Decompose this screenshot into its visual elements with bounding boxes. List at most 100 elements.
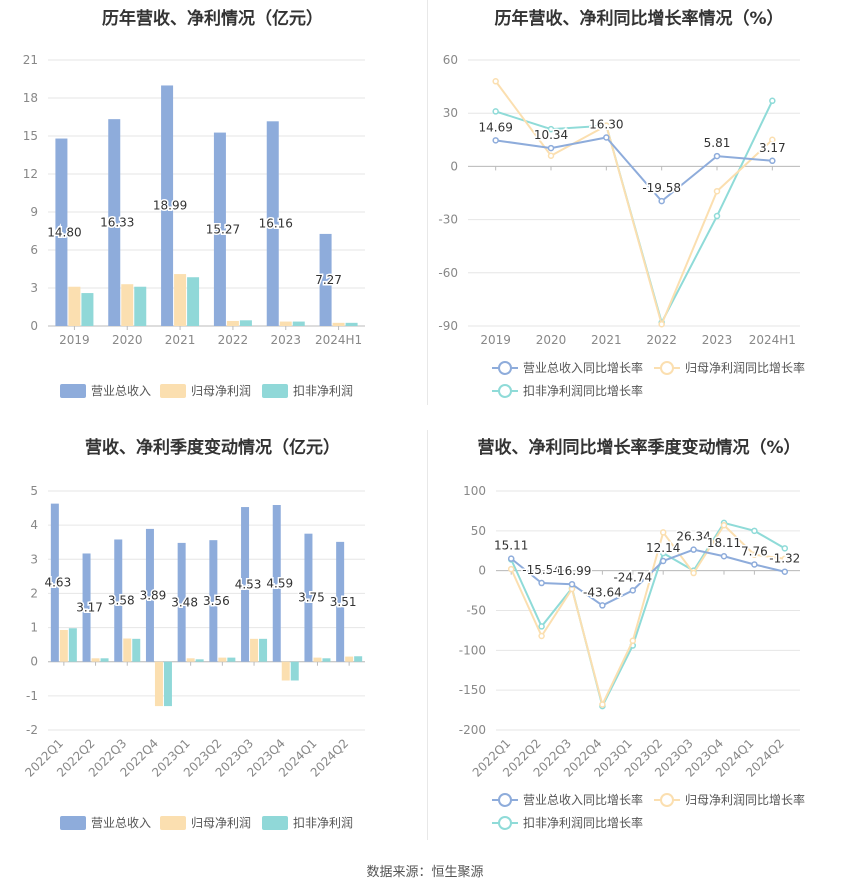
series-point-1 xyxy=(751,551,758,558)
bar-deducted-profit xyxy=(132,638,141,662)
legend-swatch xyxy=(262,384,288,398)
bar-net-profit xyxy=(174,274,187,326)
revenue-data-label: 4.53 xyxy=(235,577,262,591)
revenue-growth-data-label: -19.58 xyxy=(642,181,681,195)
legend-marker xyxy=(498,816,512,830)
bar-deducted-profit xyxy=(68,628,77,662)
bar-revenue xyxy=(145,528,154,662)
legend-marker xyxy=(498,361,512,375)
y-tick-label: 5 xyxy=(30,484,38,498)
data-source-footer: 数据来源：恒生聚源 xyxy=(366,865,484,880)
series-point-0 xyxy=(781,568,789,575)
y-tick-label: 0 xyxy=(478,564,486,578)
bar-deducted-profit xyxy=(227,657,236,662)
panel-divider-top xyxy=(427,0,428,405)
revenue-data-label: 3.75 xyxy=(298,591,325,605)
revenue-data-label: 16.33 xyxy=(100,216,134,230)
series-point-1 xyxy=(599,701,606,708)
y-tick-label: 21 xyxy=(23,53,38,67)
bar-deducted-profit xyxy=(292,321,305,326)
legend-label: 归母净利润 xyxy=(191,816,251,830)
revenue-growth-data-label: 3.17 xyxy=(759,141,786,155)
quarterly-growth-chart: -200-150-100-500501002022Q12022Q22022Q32… xyxy=(459,484,805,830)
series-point-1 xyxy=(492,78,499,85)
y-tick-label: 3 xyxy=(30,281,38,295)
bar-deducted-profit xyxy=(187,277,200,326)
bar-revenue xyxy=(319,233,332,326)
revenue-growth-data-label: -43.64 xyxy=(583,585,622,599)
bar-revenue xyxy=(266,121,279,326)
bar-deducted-profit xyxy=(354,656,363,662)
annual-amounts-title: 历年营收、净利情况（亿元） xyxy=(102,9,323,29)
bar-revenue xyxy=(304,533,313,662)
series-point-0 xyxy=(659,557,667,565)
revenue-data-label: 18.99 xyxy=(153,199,187,213)
legend-marker xyxy=(660,793,674,807)
series-point-0 xyxy=(568,580,576,588)
series-point-2 xyxy=(659,549,667,557)
series-point-1 xyxy=(781,555,789,562)
bar-net-profit xyxy=(313,657,322,662)
legend-marker xyxy=(498,384,512,398)
x-tick-label: 2023 xyxy=(270,333,301,347)
bar-net-profit xyxy=(345,656,354,662)
y-tick-label: 12 xyxy=(23,167,38,181)
series-point-0 xyxy=(547,144,555,152)
x-tick-label: 2021 xyxy=(165,333,196,347)
x-tick-label: 2021 xyxy=(591,333,622,347)
y-tick-label: -2 xyxy=(26,723,38,737)
legend-swatch xyxy=(60,384,86,398)
quarterly-growth-panel: 营收、净利同比增长率季度变动情况（%） -200 -150 -100 -50 0 50 10… xyxy=(428,425,850,845)
y-tick-label: -90 xyxy=(438,319,458,333)
bar-net-profit xyxy=(281,661,290,681)
bar-net-profit xyxy=(91,658,100,662)
y-tick-label: 50 xyxy=(471,524,486,538)
bar-net-profit xyxy=(123,638,132,662)
bar-revenue xyxy=(50,503,59,662)
series-point-1 xyxy=(629,637,637,645)
series-point-0 xyxy=(599,602,606,609)
bar-revenue xyxy=(272,504,281,662)
legend-swatch xyxy=(160,816,186,830)
x-tick-label: 2019 xyxy=(480,333,511,347)
quarterly-amounts-panel: 营收、净利季度变动情况（亿元） -2 -1 0 1 2 3 4 5 2022Q1 2022Q2 20… xyxy=(0,425,425,845)
revenue-growth-data-label: 16.30 xyxy=(589,117,623,131)
y-tick-label: -150 xyxy=(459,683,486,697)
y-tick-label: 0 xyxy=(450,159,458,173)
revenue-data-label: 14.80 xyxy=(47,225,81,239)
x-tick-label: 2022 xyxy=(646,333,677,347)
bar-net-profit xyxy=(186,658,195,662)
bar-revenue xyxy=(114,539,123,662)
series-point-2 xyxy=(492,108,499,115)
y-tick-label: 30 xyxy=(443,106,458,120)
y-tick-label: 6 xyxy=(30,243,38,257)
revenue-data-label: 3.17 xyxy=(76,601,103,615)
legend-label: 营业总收入 xyxy=(91,816,151,830)
bar-revenue xyxy=(177,542,186,662)
y-tick-label: 18 xyxy=(23,91,38,105)
bar-net-profit xyxy=(332,322,345,326)
y-tick-label: 0 xyxy=(30,655,38,669)
series-point-1 xyxy=(720,522,728,529)
series-point-1 xyxy=(713,187,721,195)
bar-deducted-profit xyxy=(322,658,331,662)
revenue-data-label: 3.89 xyxy=(140,588,167,602)
revenue-growth-data-label: 7.76 xyxy=(741,544,768,558)
series-point-2 xyxy=(538,623,545,630)
series-point-1 xyxy=(659,529,667,536)
series-point-0 xyxy=(713,152,721,160)
series-point-1 xyxy=(603,122,610,129)
series-point-1 xyxy=(658,320,665,328)
y-tick-label: -200 xyxy=(459,723,486,737)
series-point-0 xyxy=(492,137,499,144)
revenue-growth-data-label: 5.81 xyxy=(704,136,731,150)
bar-deducted-profit xyxy=(195,659,204,662)
bar-net-profit xyxy=(250,638,259,662)
x-tick-label: 2024H1 xyxy=(749,333,796,347)
revenue-data-label: 4.59 xyxy=(266,576,293,590)
y-tick-label: -30 xyxy=(438,213,458,227)
series-point-1 xyxy=(507,565,515,573)
bar-deducted-profit xyxy=(239,320,252,326)
x-tick-label: 2020 xyxy=(536,333,567,347)
bar-deducted-profit xyxy=(259,638,268,662)
